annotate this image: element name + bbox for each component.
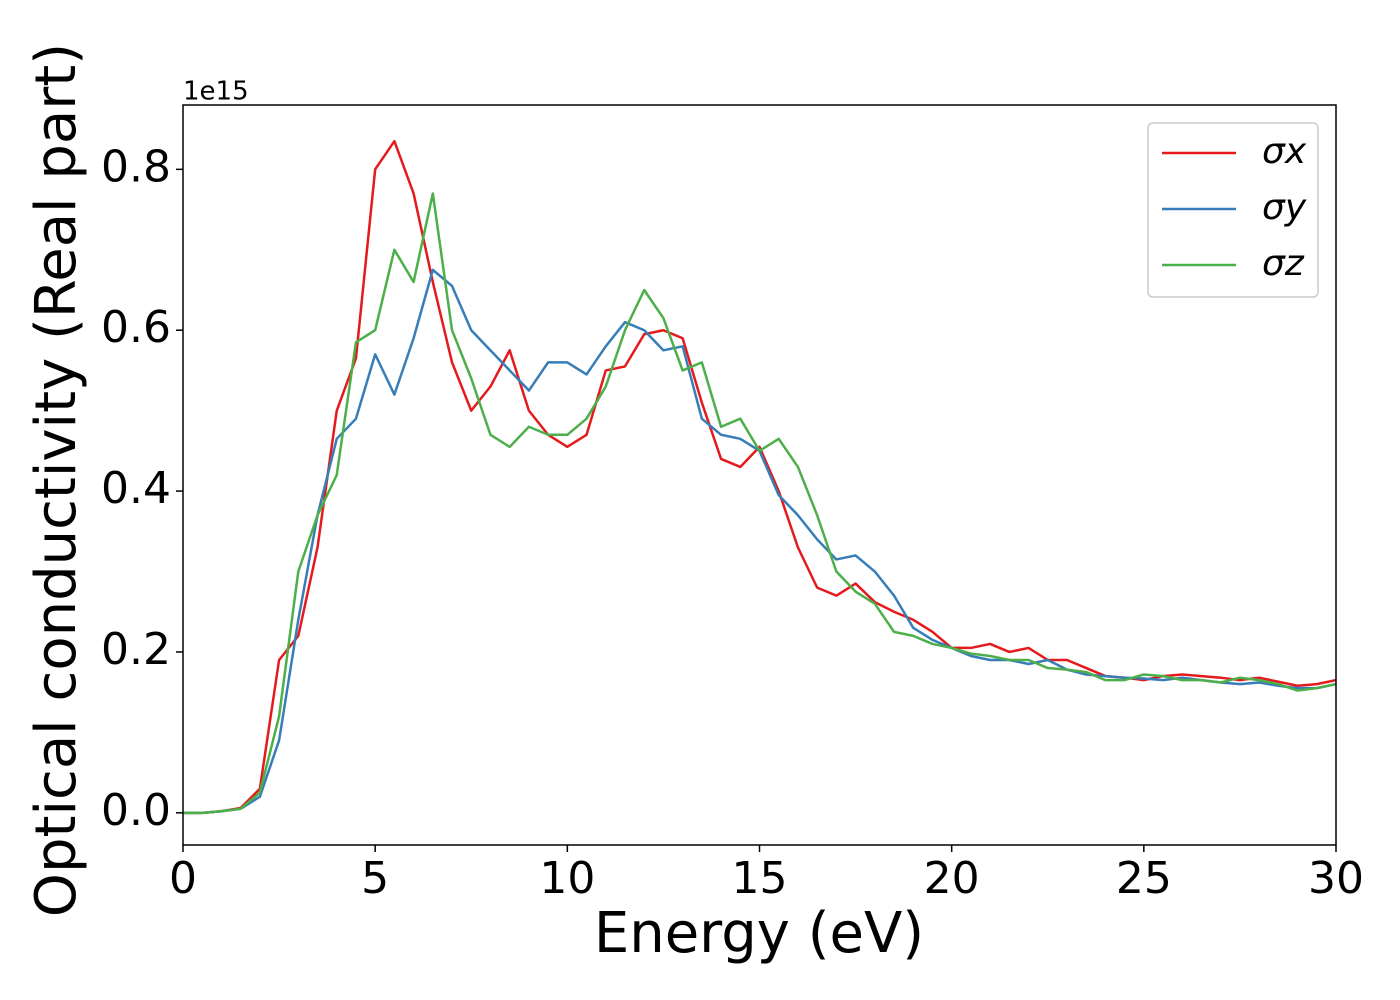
y-tick-label: 0.2 [101,624,171,675]
y-tick-label: 0.8 [101,141,171,192]
x-tick-label: 15 [732,853,788,904]
x-tick-label: 10 [539,853,595,904]
series-line [183,192,1336,815]
x-tick-label: 5 [361,853,389,904]
series-line [183,139,1336,815]
x-axis-label: Energy (eV) [594,901,924,966]
x-tick-label: 25 [1116,853,1172,904]
y-tick-label: 0.6 [101,302,171,353]
y-axis-label: Optical conductivity (Real part) [24,43,89,917]
legend-label: σx [1262,131,1307,172]
legend-label: σz [1262,243,1305,284]
plot-frame [182,104,1337,846]
legend-label: σy [1262,187,1307,228]
x-tick-label: 0 [169,853,197,904]
y-tick-label: 0.0 [101,785,171,836]
y-offset-label: 1e15 [183,77,249,107]
x-tick-label: 30 [1308,853,1364,904]
y-tick-label: 0.4 [101,463,171,514]
x-tick-label: 20 [924,853,980,904]
